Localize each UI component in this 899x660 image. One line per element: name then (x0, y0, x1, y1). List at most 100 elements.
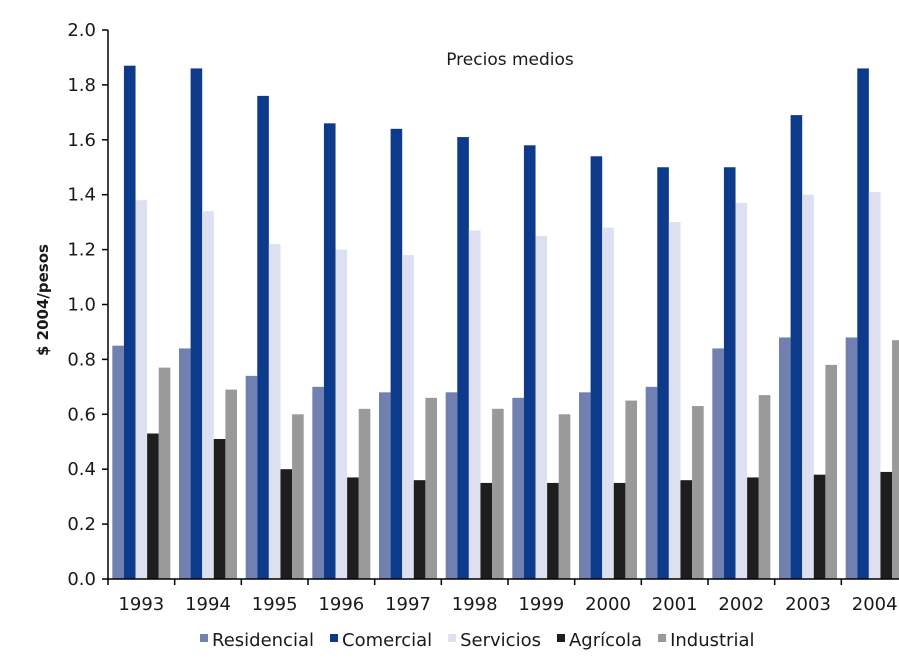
bar-agrícola-1994 (213, 439, 226, 579)
bar-servicios-1995 (268, 244, 281, 580)
bar-agrícola-2001 (680, 480, 693, 579)
bar-agrícola-2000 (613, 482, 626, 579)
bar-servicios-2002 (735, 202, 748, 579)
bar-agrícola-1999 (547, 482, 559, 579)
y-tick-label: 0.6 (67, 404, 96, 425)
bar-residencial-2002 (712, 348, 724, 579)
x-tick-label: 1995 (252, 594, 298, 615)
axes-group: 0.0 0.2 0.4 0.6 0.8 1.0 1.2 1.4 1.6 1.8 2.0 1993 199… (67, 20, 899, 615)
bar-comercial-1998 (457, 137, 469, 580)
bar-industrial-2004 (892, 340, 899, 579)
bar-servicios-2000 (602, 227, 614, 579)
y-tick-label: 1.0 (67, 295, 96, 316)
bar-residencial-1995 (245, 375, 258, 579)
bar-servicios-2004 (868, 191, 881, 579)
bar-industrial-2000 (625, 400, 637, 579)
bar-residencial-1993 (112, 345, 124, 579)
legend-label-agrícola: Agrícola (569, 630, 642, 651)
y-axis-label: $ 2004/pesos (34, 244, 52, 356)
legend-label-servicios: Servicios (460, 630, 541, 651)
x-tick-label: 1993 (118, 594, 164, 615)
legend-swatch-residencial (200, 634, 208, 642)
legend-swatch-servicios (448, 634, 457, 642)
bar-residencial-2001 (645, 386, 658, 579)
bar-servicios-1993 (135, 200, 148, 579)
bar-industrial-2002 (758, 395, 771, 579)
bar-servicios-1996 (335, 249, 348, 579)
bars-group (112, 65, 899, 580)
y-tick-label: 1.8 (67, 75, 96, 96)
bar-industrial-2001 (692, 406, 704, 579)
bar-residencial-2004 (845, 337, 858, 579)
bar-comercial-2000 (590, 156, 603, 579)
bar-servicios-1994 (202, 211, 214, 580)
bar-industrial-1995 (292, 414, 304, 579)
x-tick-label: 2004 (852, 594, 898, 615)
bar-servicios-1998 (468, 230, 481, 579)
bar-comercial-1995 (257, 95, 269, 579)
x-tick-label: 1999 (518, 594, 564, 615)
bar-industrial-1998 (492, 408, 504, 579)
bar-residencial-2003 (779, 337, 791, 579)
bar-servicios-1997 (402, 255, 414, 579)
legend-swatch-industrial (658, 634, 667, 642)
y-tick-label: 0.4 (67, 459, 96, 480)
legend-label-residencial: Residencial (212, 630, 314, 651)
bar-industrial-1994 (225, 389, 237, 579)
x-tick-label: 1998 (452, 594, 498, 615)
bar-agrícola-2002 (747, 477, 759, 579)
x-tick-label: 1996 (318, 594, 364, 615)
bar-residencial-2000 (579, 392, 591, 579)
bar-residencial-1999 (512, 397, 524, 579)
y-tick-label: 2.0 (67, 20, 96, 41)
x-tick-label: 2001 (652, 594, 698, 615)
x-tick-label: 2002 (718, 594, 764, 615)
bar-industrial-2003 (825, 364, 837, 579)
bar-industrial-1996 (358, 408, 371, 579)
bar-comercial-1993 (123, 65, 136, 580)
legend-swatch-agrícola (556, 634, 565, 642)
bar-comercial-1997 (390, 128, 403, 579)
chart-title: Precios medios (446, 50, 574, 70)
legend-swatch-comercial (330, 634, 338, 642)
bar-residencial-1996 (312, 386, 324, 579)
bar-agrícola-2004 (880, 471, 893, 579)
bar-agrícola-1996 (347, 477, 359, 579)
y-tick-label: 0.2 (67, 514, 96, 535)
y-tick-label: 0.8 (67, 349, 96, 370)
bar-industrial-1993 (158, 367, 171, 579)
bar-comercial-2002 (723, 167, 736, 579)
bar-comercial-2004 (857, 68, 869, 580)
bar-agrícola-1997 (413, 480, 426, 579)
x-tick-label: 2003 (785, 594, 831, 615)
bar-comercial-2003 (790, 115, 803, 579)
legend-label-comercial: Comercial (342, 630, 432, 651)
x-tick-label: 1994 (185, 594, 231, 615)
y-tick-label: 1.2 (67, 240, 96, 261)
y-tick-label: 1.6 (67, 130, 96, 151)
bar-agrícola-2003 (813, 474, 826, 579)
bar-servicios-2001 (668, 222, 681, 579)
bar-comercial-1999 (523, 145, 536, 580)
bar-agrícola-1998 (480, 482, 493, 579)
bar-residencial-1994 (179, 348, 191, 579)
bar-agrícola-1993 (147, 433, 159, 579)
bar-comercial-2001 (657, 167, 669, 579)
x-tick-label: 2000 (585, 594, 631, 615)
y-tick-label: 0.0 (67, 569, 96, 590)
bar-agrícola-1995 (280, 469, 293, 579)
y-tick-label: 1.4 (67, 185, 96, 206)
bar-comercial-1994 (190, 68, 203, 580)
legend: Residencial Comercial Servicios Agrícola Ind… (200, 630, 754, 651)
x-tick-label: 1997 (385, 594, 431, 615)
legend-label-industrial: Industrial (670, 630, 754, 651)
bar-industrial-1997 (425, 397, 437, 579)
bar-comercial-1996 (323, 123, 336, 579)
bar-residencial-1997 (379, 392, 391, 579)
bar-servicios-2003 (802, 194, 814, 579)
bar-residencial-1998 (445, 392, 458, 579)
bar-servicios-1999 (535, 235, 548, 580)
bar-industrial-1999 (558, 414, 571, 579)
